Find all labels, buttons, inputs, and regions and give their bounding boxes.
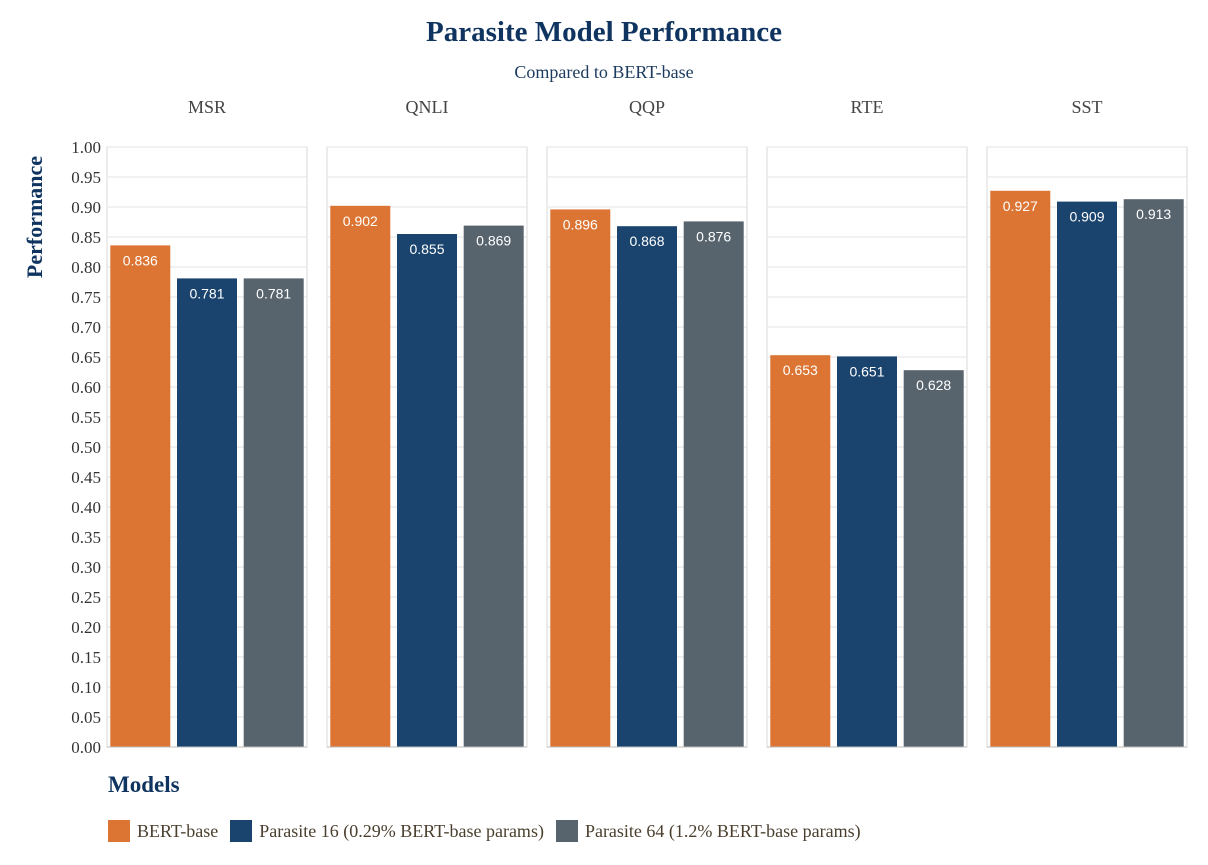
bar-msr-bert-base (110, 245, 171, 747)
legend-swatch-bert-base (108, 820, 130, 842)
y-tick-label: 0.85 (71, 228, 101, 247)
bar-label-qnli-parasite-64: 0.869 (476, 233, 511, 249)
y-tick-label: 0.60 (71, 378, 101, 397)
legend-label-bert-base: BERT-base (137, 820, 219, 841)
y-tick-label: 0.55 (71, 408, 101, 427)
legend-label-parasite-64: Parasite 64 (1.2% BERT-base params) (584, 820, 861, 841)
y-tick-label: 0.80 (71, 258, 101, 277)
legend-label-parasite-16: Parasite 16 (0.29% BERT-base params) (259, 820, 544, 841)
y-tick-label: 0.70 (71, 318, 101, 337)
legend-swatch-parasite-64 (555, 820, 578, 842)
bar-label-sst-parasite-16: 0.909 (1069, 209, 1104, 225)
facet-label-qqp: QQP (629, 97, 665, 117)
bar-rte-parasite-16 (837, 356, 897, 747)
y-tick-label: 0.35 (71, 528, 101, 547)
bar-qqp-parasite-64 (683, 221, 744, 747)
bar-msr-parasite-64 (243, 278, 304, 747)
bar-label-sst-parasite-64: 0.913 (1136, 206, 1171, 222)
y-tick-label: 0.25 (71, 588, 101, 607)
y-tick-label: 0.95 (71, 168, 101, 187)
bar-qqp-parasite-16 (617, 226, 677, 747)
facet-label-sst: SST (1071, 97, 1102, 117)
y-tick-label: 0.05 (71, 708, 101, 727)
legend-swatch-parasite-16 (230, 820, 253, 842)
y-tick-label: 0.50 (71, 438, 101, 457)
bar-qnli-bert-base (330, 205, 391, 748)
bar-rte-parasite-64 (903, 370, 964, 747)
bar-label-qqp-parasite-64: 0.876 (696, 228, 731, 244)
y-tick-label: 1.00 (71, 138, 101, 157)
bar-label-qqp-parasite-16: 0.868 (629, 233, 664, 249)
facet-label-msr: MSR (188, 97, 226, 117)
y-tick-label: 0.15 (71, 648, 101, 667)
facet-qnli: QNLI 0.902 0.855 0.869 (326, 97, 528, 748)
bar-label-sst-bert-base: 0.927 (1003, 198, 1038, 214)
bar-label-rte-parasite-64: 0.628 (916, 377, 951, 393)
legend-item-parasite-16[interactable]: Parasite 16 (0.29% BERT-base params) (230, 820, 544, 842)
facet-label-rte: RTE (851, 97, 884, 117)
bar-label-qnli-parasite-16: 0.855 (409, 241, 444, 257)
bar-sst-parasite-16 (1057, 201, 1117, 748)
bar-label-rte-bert-base: 0.653 (783, 362, 818, 378)
bar-sst-parasite-64 (1123, 199, 1184, 747)
y-tick-label: 0.40 (71, 498, 101, 517)
bar-qqp-bert-base (550, 209, 611, 747)
legend: BERT-base Parasite 16 (0.29% BERT-base p… (108, 820, 873, 842)
y-tick-label: 0.45 (71, 468, 101, 487)
y-tick-label: 0.00 (71, 738, 101, 757)
bar-msr-parasite-16 (177, 278, 237, 747)
y-tick-label: 0.20 (71, 618, 101, 637)
y-tick-label: 0.30 (71, 558, 101, 577)
y-tick-label: 0.65 (71, 348, 101, 367)
facet-sst: SST 0.927 0.909 0.913 (986, 97, 1188, 748)
y-tick-label: 0.10 (71, 678, 101, 697)
chart-subtitle: Compared to BERT-base (514, 62, 694, 82)
bar-label-msr-parasite-16: 0.781 (189, 285, 224, 301)
bar-label-rte-parasite-16: 0.651 (849, 363, 884, 379)
bar-label-qqp-bert-base: 0.896 (563, 216, 598, 232)
chart-title: Parasite Model Performance (426, 16, 782, 48)
y-tick-label: 0.75 (71, 288, 101, 307)
facet-label-qnli: QNLI (406, 97, 449, 117)
legend-item-parasite-64[interactable]: Parasite 64 (1.2% BERT-base params) (555, 820, 861, 842)
bar-label-msr-bert-base: 0.836 (123, 252, 158, 268)
y-tick-label: 0.90 (71, 198, 101, 217)
facet-rte: RTE 0.653 0.651 0.628 (766, 97, 968, 748)
bar-sst-bert-base (990, 190, 1051, 748)
bar-label-qnli-bert-base: 0.902 (343, 213, 378, 229)
bar-label-msr-parasite-64: 0.781 (256, 285, 291, 301)
legend-item-bert-base[interactable]: BERT-base (108, 820, 218, 842)
bar-qnli-parasite-16 (397, 234, 457, 747)
facet-qqp: QQP 0.896 0.868 0.876 (546, 97, 748, 748)
bar-qnli-parasite-64 (463, 225, 524, 748)
bar-rte-bert-base (770, 355, 831, 747)
facet-msr: MSR 0.836 0.781 0.781 (106, 97, 308, 748)
legend-title: Models (108, 772, 180, 797)
